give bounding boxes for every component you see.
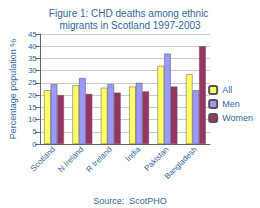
svg-text:All: All	[222, 85, 232, 95]
svg-text:10: 10	[28, 115, 37, 124]
svg-text:25: 25	[28, 78, 37, 87]
svg-text:Scotland: Scotland	[29, 145, 57, 173]
svg-text:Pakistan: Pakistan	[143, 145, 171, 173]
svg-text:Men: Men	[222, 99, 240, 109]
svg-text:migrants in Scotland 1997-2003: migrants in Scotland 1997-2003	[59, 20, 201, 31]
svg-text:Percentage population %: Percentage population %	[8, 39, 18, 140]
svg-text:45: 45	[28, 30, 37, 39]
svg-text:Figure 1: CHD deaths among eth: Figure 1: CHD deaths among ethnic	[49, 8, 211, 19]
svg-text:30: 30	[28, 66, 37, 75]
svg-text:India: India	[124, 144, 143, 163]
svg-text:R Ireland: R Ireland	[85, 145, 114, 174]
svg-text:0: 0	[32, 140, 37, 149]
svg-text:20: 20	[28, 91, 37, 100]
svg-text:35: 35	[28, 54, 37, 63]
svg-text:Women: Women	[222, 113, 253, 123]
svg-text:15: 15	[28, 103, 37, 112]
svg-text:5: 5	[32, 127, 37, 136]
svg-text:N Ireland: N Ireland	[56, 145, 85, 174]
svg-text:40: 40	[28, 42, 37, 51]
svg-text:Source: ScotPHO: Source: ScotPHO	[93, 196, 167, 206]
svg-text:Bangladesh: Bangladesh	[163, 145, 199, 181]
